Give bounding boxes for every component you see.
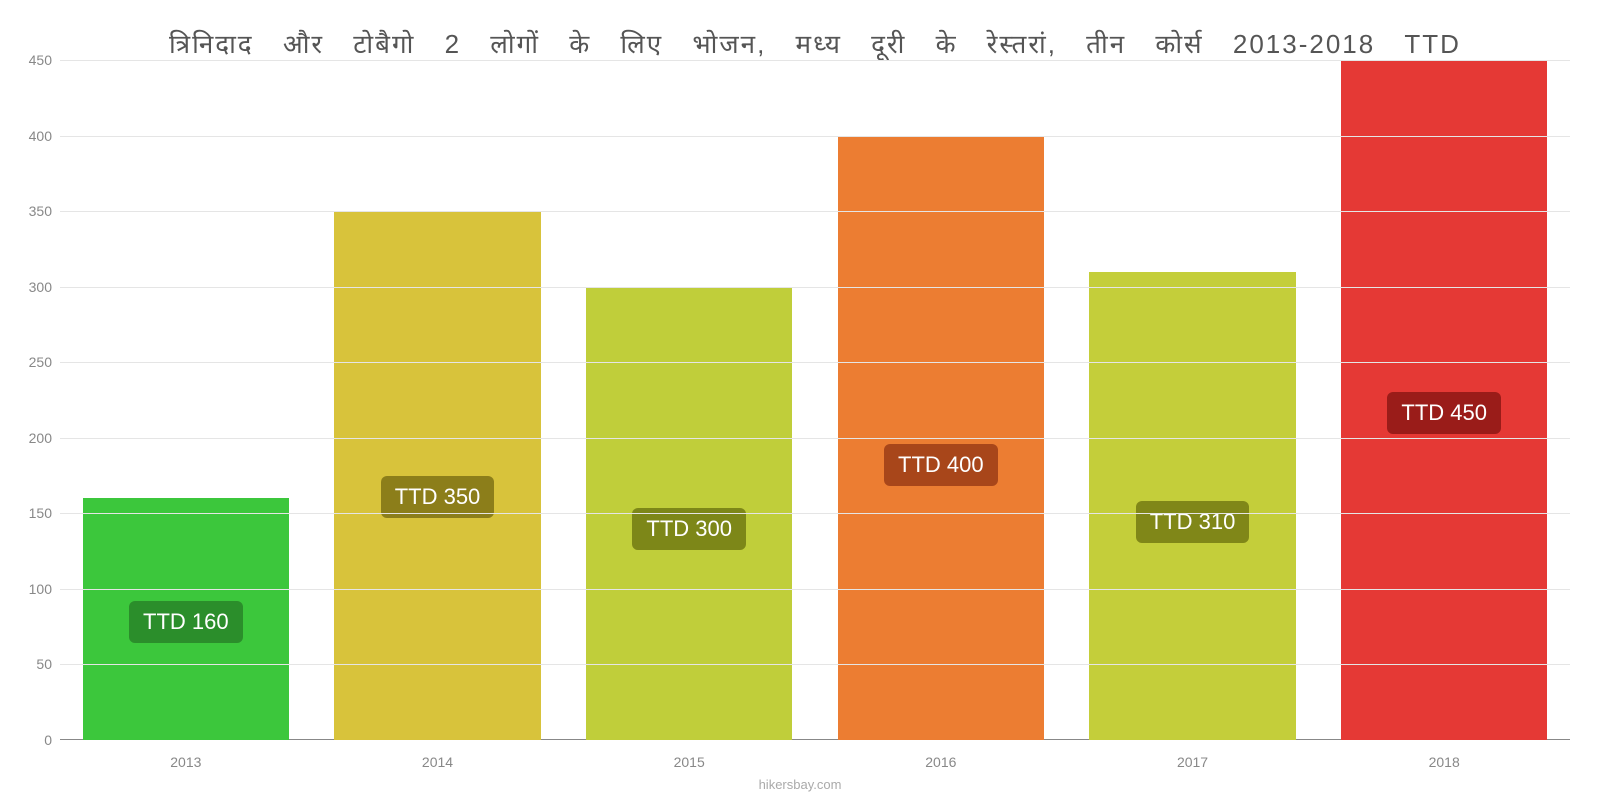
grid-line: [60, 589, 1570, 590]
bar-value-label: TTD 350: [381, 476, 495, 518]
bar: TTD 160: [83, 498, 289, 740]
grid-line: [60, 136, 1570, 137]
x-axis-label: 2018: [1429, 754, 1460, 770]
grid-line: [60, 60, 1570, 61]
bar-group: TTD 4502018: [1318, 60, 1570, 740]
x-axis-label: 2015: [674, 754, 705, 770]
bar-group: TTD 4002016: [815, 60, 1067, 740]
bar-group: TTD 1602013: [60, 60, 312, 740]
bar: TTD 310: [1089, 272, 1295, 740]
grid-line: [60, 513, 1570, 514]
bar: TTD 350: [334, 211, 540, 740]
x-axis-label: 2014: [422, 754, 453, 770]
y-tick: 150: [10, 505, 52, 521]
y-tick: 350: [10, 203, 52, 219]
x-axis-label: 2013: [170, 754, 201, 770]
y-tick: 450: [10, 52, 52, 68]
bar-value-label: TTD 310: [1136, 501, 1250, 543]
grid-line: [60, 664, 1570, 665]
grid-line: [60, 211, 1570, 212]
y-tick: 250: [10, 354, 52, 370]
bar-value-label: TTD 160: [129, 601, 243, 643]
bars-container: TTD 1602013TTD 3502014TTD 3002015TTD 400…: [60, 60, 1570, 740]
chart-container: त्रिनिदाद और टोबैगो 2 लोगों के लिए भोजन,…: [0, 0, 1600, 800]
bar: TTD 450: [1341, 60, 1547, 740]
x-axis-label: 2017: [1177, 754, 1208, 770]
y-tick: 50: [10, 656, 52, 672]
grid-line: [60, 362, 1570, 363]
bar-group: TTD 3502014: [312, 60, 564, 740]
y-tick: 400: [10, 128, 52, 144]
plot-area: TTD 1602013TTD 3502014TTD 3002015TTD 400…: [60, 60, 1570, 740]
y-tick: 300: [10, 279, 52, 295]
grid-line: [60, 287, 1570, 288]
bar-group: TTD 3102017: [1067, 60, 1319, 740]
y-tick: 100: [10, 581, 52, 597]
y-tick: 200: [10, 430, 52, 446]
bar-value-label: TTD 400: [884, 444, 998, 486]
bar-group: TTD 3002015: [563, 60, 815, 740]
bar-value-label: TTD 450: [1387, 392, 1501, 434]
grid-line: [60, 438, 1570, 439]
y-tick: 0: [10, 732, 52, 748]
x-axis-label: 2016: [925, 754, 956, 770]
chart-title: त्रिनिदाद और टोबैगो 2 लोगों के लिए भोजन,…: [60, 10, 1570, 66]
attribution: hikersbay.com: [759, 777, 842, 792]
